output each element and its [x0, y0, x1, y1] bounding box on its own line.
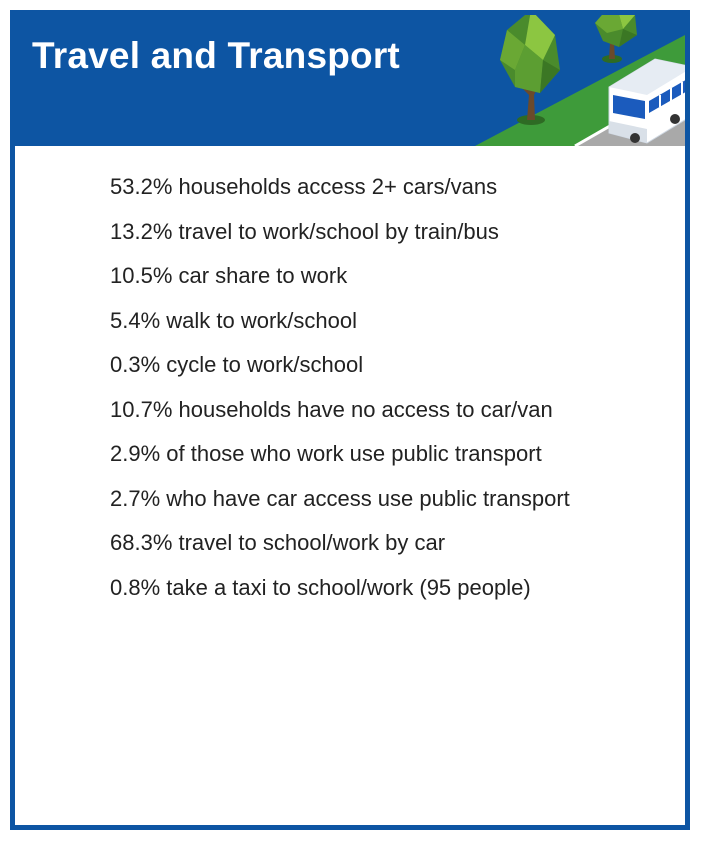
transport-panel: Travel and Transport 53.2% households ac… [10, 10, 690, 830]
stat-item: 2.7% who have car access use public tran… [110, 485, 570, 511]
stat-item: 53.2% households access 2+ cars/vans [110, 174, 498, 199]
bus-icon [608, 58, 685, 144]
stat-item: 0.3% cycle to work/school [110, 352, 364, 377]
tree-icon [500, 15, 560, 125]
tree-icon [595, 15, 637, 63]
stat-item: 10.7% households have no access to car/v… [110, 396, 553, 422]
stat-item: 5.4% walk to work/school [110, 307, 357, 333]
stat-item: 10.5% car share to work [110, 263, 348, 288]
header-illustration [475, 15, 685, 146]
stat-item: 68.3% travel to school/work by car [110, 530, 446, 555]
header-banner: Travel and Transport [15, 15, 685, 146]
stat-item: 13.2% travel to work/school by train/bus [110, 218, 499, 244]
stat-item: 2.9% of those who work use public transp… [110, 441, 542, 466]
stat-item: 0.8% take a taxi to school/work (95 peop… [110, 574, 531, 600]
stats-list: 53.2% households access 2+ cars/vans 13.… [110, 175, 570, 620]
page-title: Travel and Transport [32, 35, 400, 76]
